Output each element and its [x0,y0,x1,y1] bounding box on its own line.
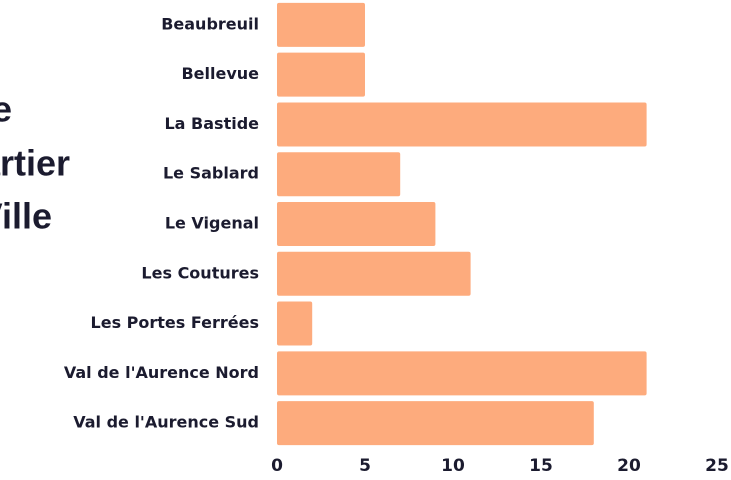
bar [277,202,436,246]
bar [277,152,401,197]
title-fragment: Ville [0,196,52,237]
x-tick-label: 25 [705,456,729,476]
y-tick-label: Bellevue [181,64,259,83]
y-tick-label: Les Portes Ferrées [91,313,259,332]
bar [277,52,365,97]
y-tick-label: La Bastide [164,114,259,133]
bar [277,351,647,396]
x-tick-label: 10 [441,456,465,476]
x-tick-label: 20 [617,456,641,476]
title-fragment: e [0,89,12,130]
bar [277,301,313,346]
y-tick-label: Les Coutures [141,263,259,282]
bar [277,401,594,446]
y-tick-label: Beaubreuil [161,14,259,33]
x-tick-label: 0 [271,456,283,476]
bar [277,102,647,147]
x-tick-label: 5 [359,456,371,476]
y-tick-label: Le Sablard [163,164,259,183]
y-tick-label: Val de l'Aurence Sud [73,413,259,432]
y-tick-label: Val de l'Aurence Nord [64,363,259,382]
y-tick-label: Le Vigenal [165,214,259,233]
bar [277,2,365,47]
title-fragment: artier [0,143,70,184]
x-tick-label: 15 [529,456,553,476]
bar [277,251,471,296]
